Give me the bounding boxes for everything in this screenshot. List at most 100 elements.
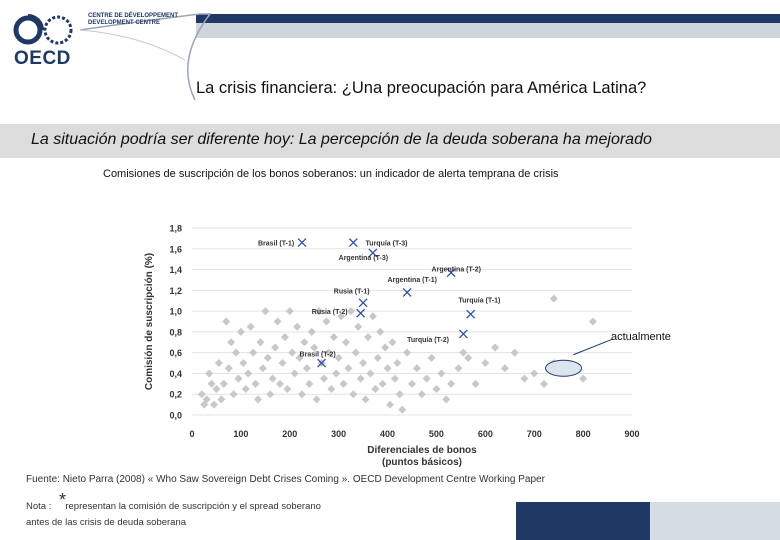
header-band-dark: [196, 14, 780, 23]
point-annotation: Turquía (T-2): [407, 337, 449, 344]
note-line-2: antes de las crisis de deuda soberana: [26, 517, 187, 528]
data-point-diamond: [351, 348, 360, 357]
data-point-diamond: [442, 395, 451, 404]
data-point-diamond: [266, 390, 275, 399]
y-tick-label: 0,4: [169, 369, 182, 379]
data-point-diamond: [354, 322, 363, 331]
footer-block-dark: [516, 502, 650, 540]
point-annotation: Turquía (T-1): [458, 298, 500, 305]
ddc-label: CENTRE DE DÉVELOPPEMENT DEVELOPMENT CENT…: [88, 13, 178, 27]
data-point-diamond: [276, 379, 284, 388]
data-point-diamond: [224, 364, 233, 373]
data-point-diamond: [390, 374, 399, 383]
data-point-diamond: [254, 395, 262, 404]
chart-title: Comisiones de suscripción de los bonos s…: [103, 168, 559, 180]
data-point-diamond: [510, 348, 519, 357]
data-point-cross: [368, 248, 378, 258]
data-point-diamond: [285, 307, 294, 316]
x-tick-label: 0: [189, 429, 194, 439]
y-tick-label: 0,0: [169, 411, 182, 421]
data-point-diamond: [310, 343, 319, 352]
data-point-diamond: [300, 338, 309, 347]
data-point-diamond: [481, 359, 490, 368]
data-point-diamond: [268, 374, 277, 383]
data-point-diamond: [376, 327, 385, 336]
data-point-diamond: [290, 369, 299, 378]
source-note: Fuente: Nieto Parra (2008) « Who Saw Sov…: [26, 474, 545, 485]
data-point-diamond: [327, 385, 336, 394]
data-point-diamond: [258, 364, 267, 373]
callout-label: actualmente: [611, 331, 671, 343]
x-tick-label: 100: [233, 429, 248, 439]
point-annotation: Argentina (T-1): [388, 277, 437, 284]
data-point-diamond: [356, 374, 365, 383]
data-point-cross: [458, 329, 468, 339]
note-line-1: Nota : representan la comisión de suscrip…: [26, 501, 321, 512]
data-point-diamond: [364, 333, 372, 342]
data-point-diamond: [371, 385, 380, 394]
x-tick-label: 800: [576, 429, 591, 439]
callout-ellipse: [545, 359, 583, 377]
data-point-diamond: [393, 359, 402, 368]
slide-title: La crisis financiera: ¿Una preocupación …: [196, 79, 647, 97]
data-point-diamond: [381, 343, 390, 352]
y-tick-label: 1,6: [169, 244, 182, 254]
data-point-diamond: [227, 338, 236, 347]
data-point-diamond: [249, 348, 258, 357]
y-tick-label: 0,2: [169, 390, 182, 400]
data-point-diamond: [307, 327, 316, 336]
data-point-diamond: [288, 348, 297, 357]
data-point-diamond: [378, 379, 387, 388]
data-point-diamond: [491, 343, 500, 352]
ddc-line-2: DEVELOPMENT CENTRE: [88, 20, 161, 26]
data-point-diamond: [207, 379, 216, 388]
data-point-diamond: [234, 374, 243, 383]
y-tick-label: 0,6: [169, 348, 182, 358]
y-tick-label: 1,0: [169, 307, 182, 317]
data-point-diamond: [222, 317, 231, 326]
data-point-diamond: [280, 333, 289, 342]
data-point-diamond: [261, 307, 270, 316]
data-point-cross: [348, 238, 358, 248]
data-point-diamond: [210, 400, 218, 409]
data-point-diamond: [205, 369, 214, 378]
data-point-diamond: [432, 385, 441, 394]
data-point-diamond: [283, 385, 292, 394]
point-annotation: Rusia (T-2): [312, 309, 348, 316]
data-point-diamond: [471, 379, 480, 388]
data-point-diamond: [202, 395, 211, 404]
data-point-diamond: [256, 338, 265, 347]
data-point-cross: [446, 268, 456, 278]
data-point-diamond: [320, 374, 328, 383]
data-point-diamond: [302, 364, 311, 373]
data-point-cross: [297, 238, 307, 248]
x-tick-label: 300: [331, 429, 346, 439]
point-annotation: Brasil (T-1): [258, 241, 294, 248]
data-point-diamond: [530, 369, 539, 378]
data-point-diamond: [263, 353, 272, 362]
data-point-diamond: [315, 307, 324, 316]
point-annotation: Brasil (T-2): [300, 352, 336, 359]
data-point-diamond: [273, 317, 282, 326]
data-point-diamond: [447, 379, 456, 388]
data-point-diamond: [454, 364, 463, 373]
point-annotation: Rusia (T-1): [334, 288, 370, 295]
data-point-diamond: [437, 369, 446, 378]
data-point-diamond: [332, 369, 341, 378]
data-point-diamond: [241, 385, 250, 394]
data-point-diamond: [232, 348, 240, 357]
data-point-diamond: [464, 353, 473, 362]
data-point-diamond: [459, 348, 468, 357]
data-point-diamond: [322, 317, 331, 326]
y-tick-label: 1,8: [169, 224, 182, 234]
data-point-cross: [358, 298, 368, 308]
data-point-cross: [356, 308, 366, 318]
subtitle-band: [0, 124, 780, 158]
data-point-diamond: [403, 348, 412, 357]
data-point-diamond: [588, 317, 597, 326]
note-star: *: [59, 490, 67, 510]
scatter-chart: 0,0 0,2 0,4 0,6 0,8 1,0 1,2 1,4 1,6 1,8 0 100 200 300…: [144, 224, 640, 469]
data-point-diamond: [219, 379, 228, 388]
data-point-diamond: [214, 359, 223, 368]
data-point-diamond: [244, 369, 253, 378]
